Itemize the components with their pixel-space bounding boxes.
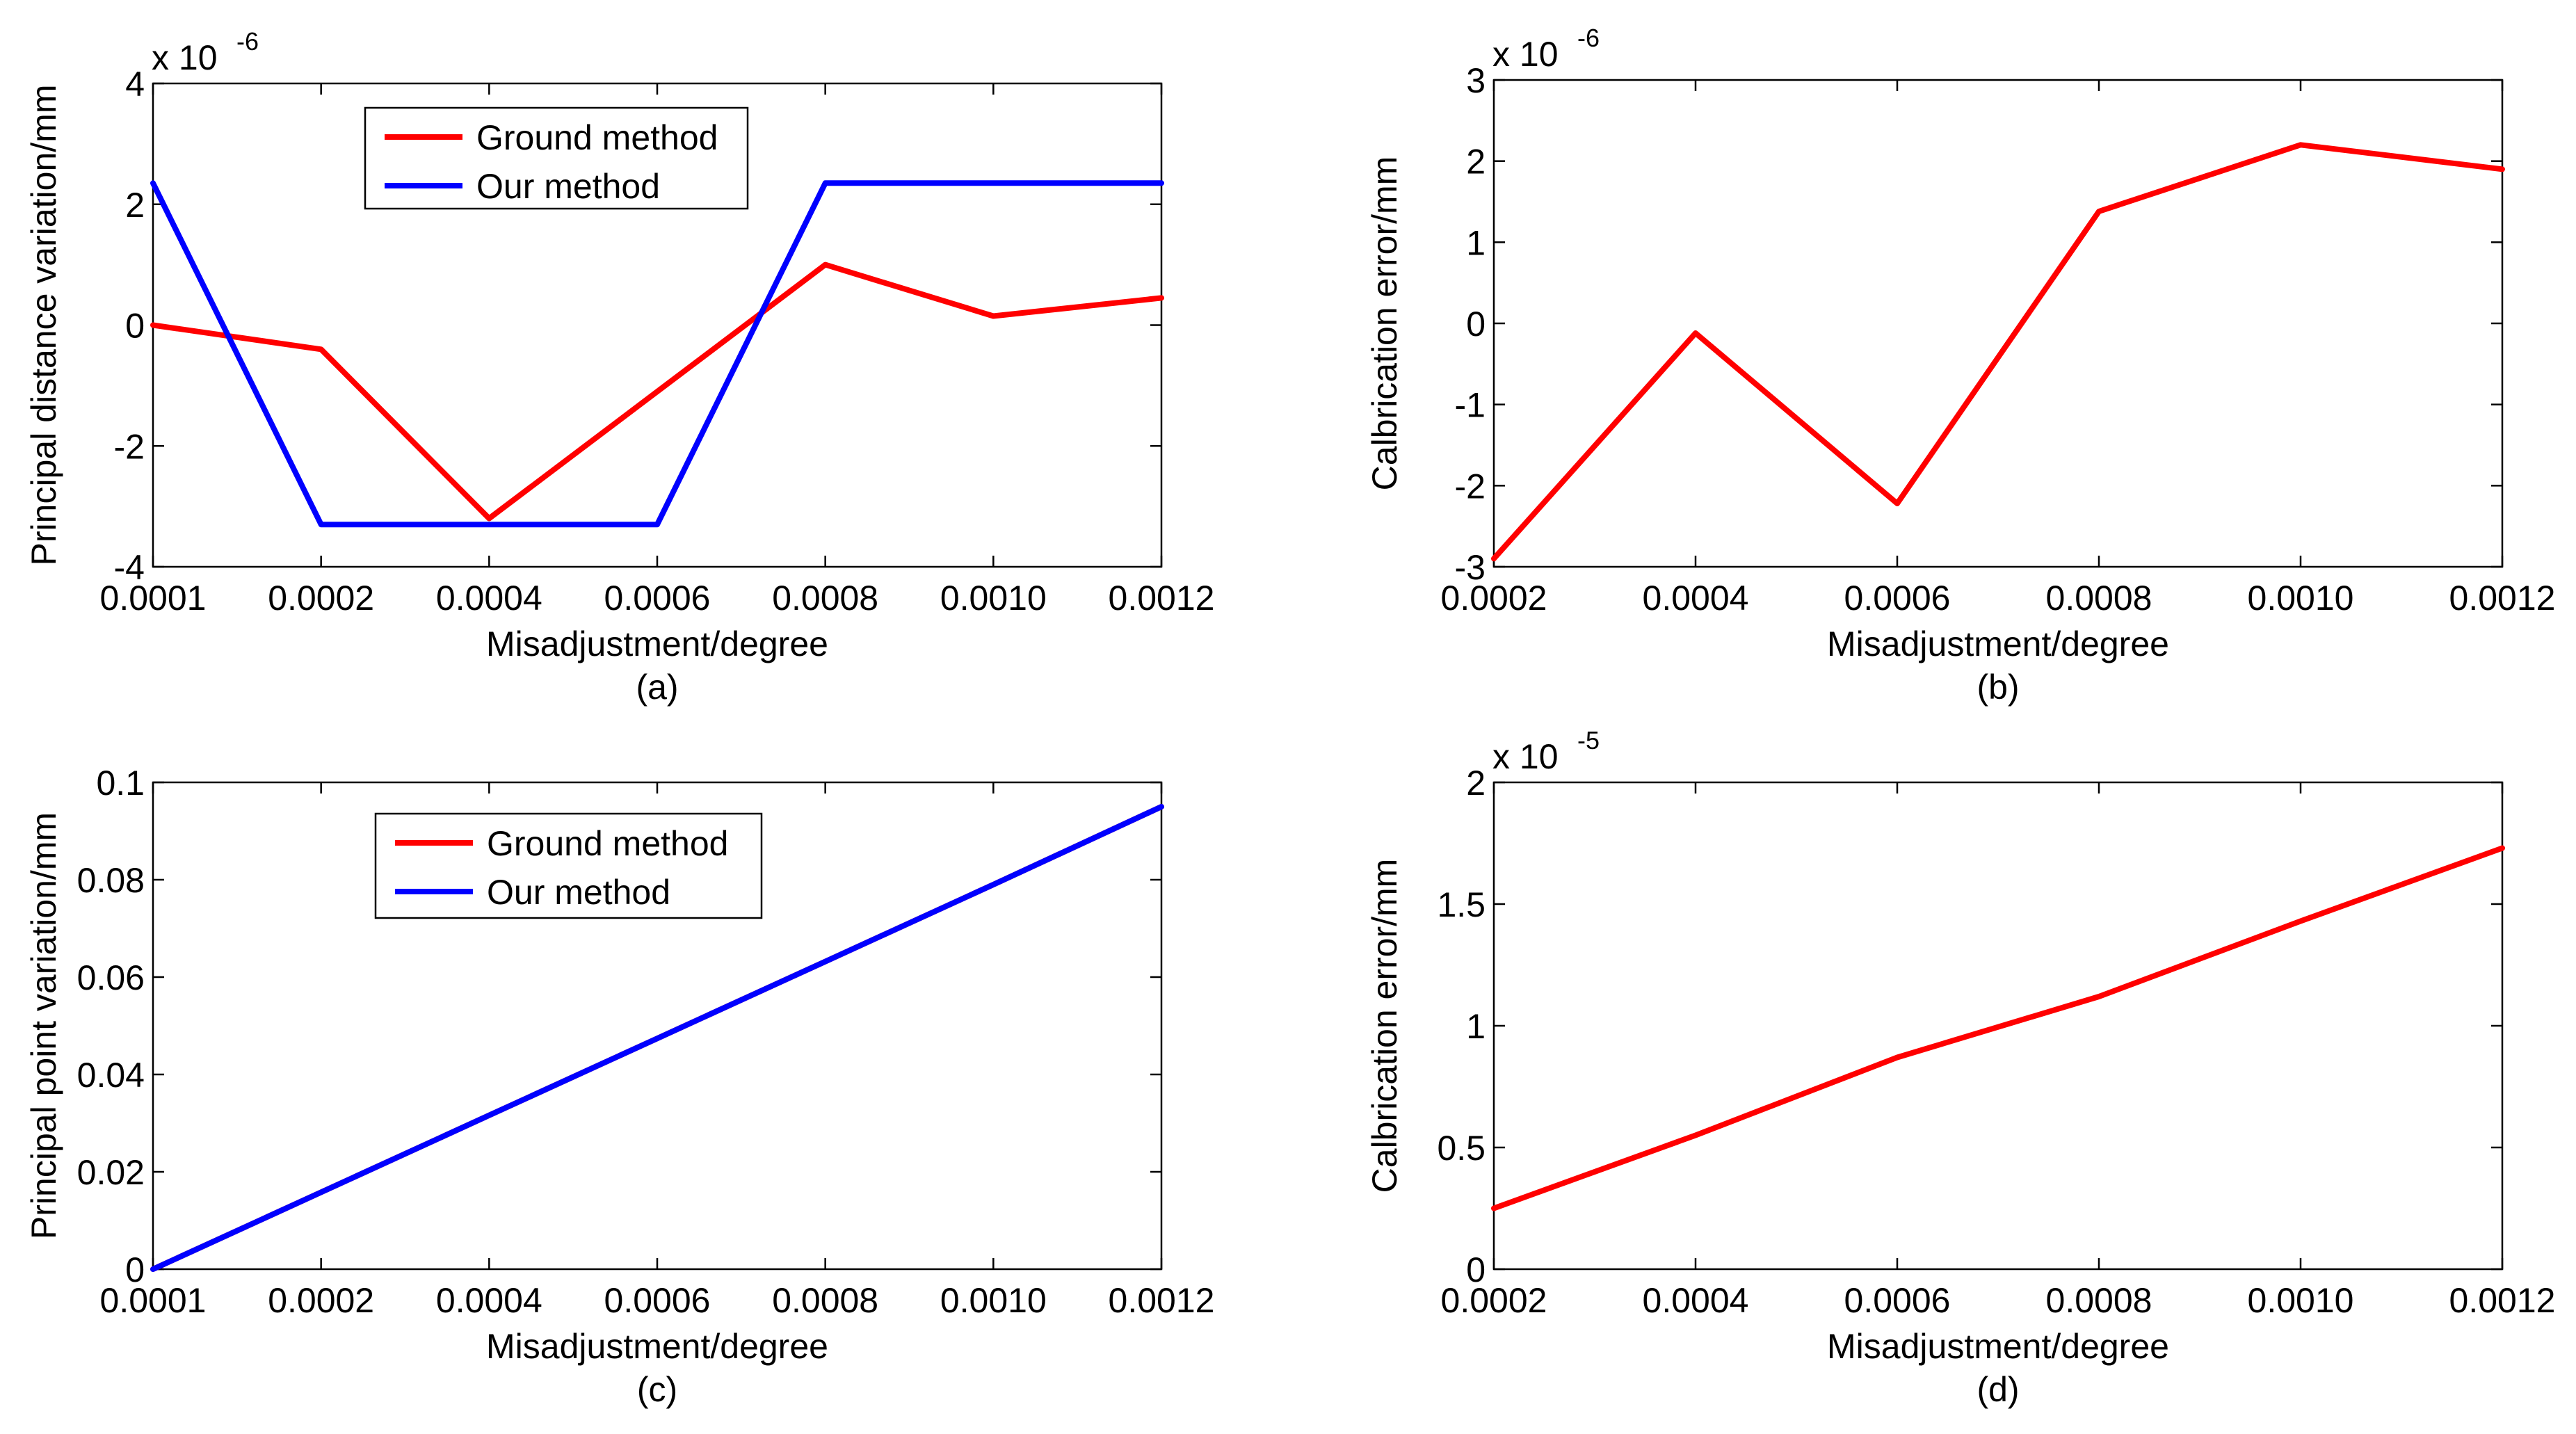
x-tick-label: 0.0010 xyxy=(2248,1281,2354,1320)
legend-box xyxy=(364,106,749,210)
y-tick-label: 0.5 xyxy=(1437,1129,1486,1168)
x-tick-label: 0.0006 xyxy=(1844,1281,1951,1320)
axis-exponent-base: x 10 xyxy=(1492,737,1559,776)
series-line-our-method xyxy=(150,804,1164,1272)
y-tick-label: -2 xyxy=(114,427,145,466)
y-tick-label: 3 xyxy=(1466,61,1486,100)
series-line-our-method xyxy=(150,180,1164,528)
x-tick-label: 0.0012 xyxy=(1109,579,1215,618)
y-tick-label: 0.08 xyxy=(77,861,145,900)
axis-exponent-power: -6 xyxy=(1577,24,1600,52)
x-tick-label: 0.0004 xyxy=(1643,579,1749,618)
chart-d: 0.0002 0.0004 0.0006 0.0008 0.0010 0.0012 0 0.5… xyxy=(1365,726,2555,1409)
x-tick-label: 0.0006 xyxy=(604,1281,711,1320)
y-tick-label: 0.02 xyxy=(77,1153,145,1192)
chart-layer: 0.0001 0.0002 0.0004 0.0006 0.0008 0.0010 0.00… xyxy=(24,24,2555,1409)
x-tick-label: 0.0008 xyxy=(2046,1281,2152,1320)
x-tick-label: 0.0010 xyxy=(940,1281,1047,1320)
x-tick-label: 0.0010 xyxy=(940,579,1047,618)
legend-label: Ground method xyxy=(476,118,718,157)
axis-exponent-power: -6 xyxy=(236,27,259,56)
y-axis-label: Principal distance variation/mm xyxy=(24,85,63,566)
chart-b: 0.0002 0.0004 0.0006 0.0008 0.0010 0.0012 -3 -2… xyxy=(1365,24,2555,707)
x-tick-label: 0.0012 xyxy=(1109,1281,1215,1320)
x-tick-label: 0.0004 xyxy=(1643,1281,1749,1320)
x-tick-label: 0.0010 xyxy=(2248,579,2354,618)
axis-exponent-base: x 10 xyxy=(152,38,218,77)
x-axis-label: Misadjustment/degree xyxy=(1827,1327,2169,1366)
legend-box xyxy=(374,812,763,919)
legend-label: Our method xyxy=(476,167,660,206)
axis-exponent-base: x 10 xyxy=(1492,35,1559,74)
y-tick-label: 1.5 xyxy=(1437,885,1486,924)
y-tick-label: 0.06 xyxy=(77,958,145,997)
y-tick-label: 2 xyxy=(125,186,145,225)
x-tick-label: 0.0008 xyxy=(772,579,878,618)
x-tick-label: 0.0008 xyxy=(2046,579,2152,618)
x-tick-label: 0.0012 xyxy=(2449,1281,2556,1320)
x-tick-label: 0.0006 xyxy=(604,579,711,618)
x-tick-label: 0.0008 xyxy=(772,1281,878,1320)
chart-c: 0.0001 0.0002 0.0004 0.0006 0.0008 0.0010 0.00… xyxy=(24,764,1214,1409)
y-tick-label: -2 xyxy=(1455,467,1486,506)
x-tick-label: 0.0004 xyxy=(436,1281,542,1320)
x-tick-label: 0.0001 xyxy=(100,1281,207,1320)
panel-caption: (b) xyxy=(1977,668,2019,707)
axis-exponent-power: -5 xyxy=(1577,726,1600,755)
y-tick-label: 2 xyxy=(1466,143,1486,182)
y-tick-label: 0 xyxy=(1466,1250,1486,1289)
legend-label: Ground method xyxy=(487,824,728,863)
y-tick-label: 1 xyxy=(1466,223,1486,262)
x-tick-label: 0.0002 xyxy=(1441,579,1547,618)
legend-a: Ground method Our method xyxy=(364,106,749,210)
series-line-ground-method xyxy=(150,261,1164,522)
legend-c: Ground method Our method xyxy=(374,812,763,919)
x-tick-label: 0.0002 xyxy=(268,1281,374,1320)
y-tick-label: 4 xyxy=(125,65,145,104)
x-tick-label: 0.0002 xyxy=(268,579,374,618)
chart-a: 0.0001 0.0002 0.0004 0.0006 0.0008 0.0010 0.00… xyxy=(24,27,1214,707)
y-tick-label: 0.1 xyxy=(96,764,145,803)
panel-caption: (d) xyxy=(1977,1370,2019,1409)
y-tick-label: 0 xyxy=(125,1250,145,1289)
y-tick-label: 0 xyxy=(1466,305,1486,344)
y-axis-label: Calbrication error/mm xyxy=(1365,156,1404,491)
x-tick-label: 0.0006 xyxy=(1844,579,1951,618)
series-line-calbrication-error xyxy=(1491,142,2505,562)
y-tick-label: 0.04 xyxy=(77,1056,145,1095)
x-axis-label: Misadjustment/degree xyxy=(486,625,828,663)
x-tick-label: 0.0001 xyxy=(100,579,207,618)
panel-caption: (a) xyxy=(636,668,678,707)
y-tick-label: -3 xyxy=(1455,548,1486,587)
y-axis-label: Principal point variation/mm xyxy=(24,812,63,1239)
y-axis-label: Calbrication error/mm xyxy=(1365,859,1404,1193)
plot-area-b xyxy=(1492,79,2504,568)
y-tick-label: -1 xyxy=(1455,386,1486,425)
panel-caption: (c) xyxy=(637,1370,677,1409)
y-tick-label: 0 xyxy=(125,307,145,346)
y-tick-label: 1 xyxy=(1466,1007,1486,1046)
x-tick-label: 0.0002 xyxy=(1441,1281,1547,1320)
x-tick-label: 0.0012 xyxy=(2449,579,2556,618)
x-axis-label: Misadjustment/degree xyxy=(1827,625,2169,663)
series-line-calbrication-error xyxy=(1491,845,2505,1211)
x-axis-label: Misadjustment/degree xyxy=(486,1327,828,1366)
x-tick-label: 0.0004 xyxy=(436,579,542,618)
legend-label: Our method xyxy=(487,873,670,912)
y-tick-label: -4 xyxy=(114,548,145,587)
y-tick-label: 2 xyxy=(1466,764,1486,803)
